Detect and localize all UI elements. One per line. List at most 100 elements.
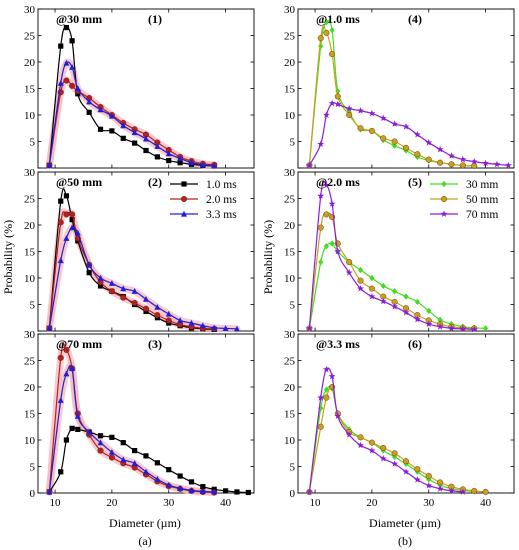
data-point <box>402 468 410 475</box>
legend-marker <box>441 195 448 202</box>
data-point <box>329 240 335 247</box>
panel-number: (5) <box>408 175 422 189</box>
y-tick-label: 0 <box>30 488 36 500</box>
data-point <box>222 488 229 494</box>
data-point <box>75 426 81 432</box>
series-30-mm <box>306 240 489 332</box>
y-tick-label: 15 <box>284 409 296 421</box>
data-point <box>120 456 127 463</box>
data-point <box>165 317 172 324</box>
series-50-mm <box>306 211 478 332</box>
x-tick-label: 20 <box>106 497 118 509</box>
data-point <box>63 235 70 241</box>
data-point <box>188 487 195 493</box>
data-point <box>357 125 364 132</box>
series-70-mm <box>305 180 478 333</box>
legend-label: 70 mm <box>466 209 498 221</box>
y-tick-label: 25 <box>284 356 296 368</box>
series-50-mm <box>306 25 478 169</box>
panel-4: 5 10 15 20 25 30 @1.0 ms (4) <box>284 4 515 170</box>
data-point <box>493 160 501 168</box>
data-point <box>154 303 161 310</box>
legend-label: 50 mm <box>466 194 498 206</box>
data-point <box>357 277 364 284</box>
data-point <box>131 288 138 294</box>
y-tick-label: 25 <box>24 356 36 368</box>
data-point <box>120 122 127 129</box>
data-point <box>222 325 229 331</box>
data-point <box>143 468 149 475</box>
data-point <box>46 488 53 495</box>
plot-frame <box>297 8 515 169</box>
data-point <box>317 423 324 430</box>
data-point <box>380 135 387 142</box>
data-point <box>234 489 240 495</box>
data-point <box>414 298 420 306</box>
x-tick-label: 20 <box>366 497 378 509</box>
data-point <box>357 441 364 449</box>
data-point <box>177 155 184 162</box>
data-point <box>305 488 313 495</box>
data-point <box>459 488 467 495</box>
data-point <box>425 320 433 328</box>
series-50-mm <box>306 384 489 495</box>
data-point <box>165 481 172 488</box>
legend-marker <box>441 180 447 188</box>
y-tick-label: 5 <box>30 300 36 312</box>
series-halo <box>45 76 218 169</box>
data-point <box>471 162 478 169</box>
data-point <box>177 160 183 166</box>
data-point <box>143 296 149 302</box>
data-point <box>391 460 399 467</box>
data-point <box>165 150 172 157</box>
y-tick-label: 10 <box>284 273 296 285</box>
series-2-0-ms <box>46 77 218 169</box>
data-point <box>200 484 206 490</box>
panel-number: (2) <box>148 175 162 189</box>
legend-label: 2.0 ms <box>206 194 237 206</box>
data-point <box>448 152 455 159</box>
data-point <box>414 151 421 158</box>
y-tick-label: 30 <box>24 167 36 179</box>
y-tick-label: 10 <box>284 110 296 122</box>
data-point <box>368 109 376 117</box>
data-point <box>482 159 489 167</box>
data-point <box>69 224 76 231</box>
series-70-mm <box>305 365 467 495</box>
y-tick-label: 5 <box>290 462 296 474</box>
chart-panels: 5 10 15 20 25 30 @30 mm (1) 5 10 15 20 25 30 @50 mm (2)… <box>24 4 515 509</box>
panel-number: (4) <box>408 12 422 26</box>
series-3-3-ms <box>46 364 218 495</box>
x-axis-title-right: Diameter (µm) <box>369 516 441 530</box>
data-point <box>425 481 433 489</box>
data-point <box>69 211 76 218</box>
data-point <box>97 283 104 289</box>
legend-item: 50 mm <box>430 194 498 206</box>
panel-title: @70 mm <box>56 337 102 351</box>
series-30-mm <box>306 385 477 496</box>
data-point <box>305 324 313 332</box>
data-point <box>69 217 75 223</box>
data-point <box>132 448 138 454</box>
data-point <box>482 488 489 495</box>
y-tick-label: 15 <box>284 84 296 96</box>
data-point <box>436 485 444 492</box>
x-tick-label: 30 <box>163 497 175 509</box>
data-point <box>328 200 336 207</box>
data-point <box>380 282 386 290</box>
legend-label: 30 mm <box>466 179 498 191</box>
data-point <box>154 312 161 319</box>
y-tick-label: 30 <box>284 4 296 16</box>
x-tick-label: 10 <box>50 497 62 509</box>
data-point <box>357 434 364 441</box>
data-point <box>346 111 353 118</box>
x-axis-title-left: Diameter (µm) <box>109 516 181 530</box>
data-point <box>425 156 432 163</box>
series-line <box>308 212 475 329</box>
data-point <box>368 439 375 446</box>
legend-item: 2.0 ms <box>170 194 237 206</box>
data-point <box>305 161 313 169</box>
data-point <box>329 27 335 34</box>
data-point <box>120 135 126 141</box>
